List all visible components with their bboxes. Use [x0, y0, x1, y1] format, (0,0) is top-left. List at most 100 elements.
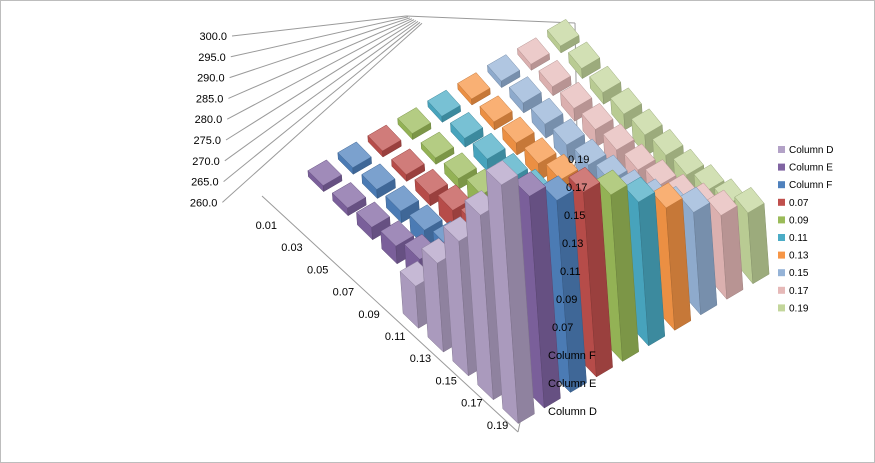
bar: [651, 182, 692, 332]
bar: [589, 65, 622, 105]
bar: [707, 189, 744, 300]
legend-label: 0.13: [789, 251, 809, 262]
gridline: [229, 17, 411, 79]
x-tick-label: 0.15: [435, 375, 456, 387]
bar: [581, 102, 615, 148]
z-tick-label: 270.0: [192, 156, 220, 168]
bar: [568, 41, 601, 80]
bar: [679, 186, 718, 316]
legend-swatch: [778, 163, 785, 171]
x-tick-label: 0.17: [461, 398, 482, 410]
z-tick-label: 285.0: [196, 93, 224, 105]
bar: [487, 54, 521, 89]
bar: [596, 169, 639, 363]
bar: [337, 141, 372, 175]
legend-swatch: [778, 286, 785, 294]
bars: [307, 18, 770, 425]
legend-label: 0.11: [789, 233, 808, 244]
legend-label: Column E: [789, 163, 833, 174]
legend-label: 0.15: [789, 268, 809, 279]
depth-tick-label: 0.11: [560, 266, 581, 278]
gridlines: [222, 15, 423, 203]
gridline: [228, 18, 413, 99]
z-tick-label: 260.0: [190, 197, 218, 209]
bar: [356, 201, 391, 241]
gridline: [225, 20, 417, 141]
legend-label: 0.19: [789, 303, 809, 314]
legend-label: 0.07: [789, 198, 809, 209]
bar: [517, 37, 550, 72]
depth-tick-label: 0.09: [556, 294, 577, 306]
depth-tick-label: Column F: [548, 350, 596, 362]
bar: [307, 159, 343, 193]
bar: [479, 95, 513, 131]
z-tick-label: 290.0: [197, 73, 225, 85]
legend-item: 0.19: [778, 303, 809, 314]
legend-item: 0.07: [778, 198, 809, 209]
legend-swatch: [778, 146, 785, 153]
bar: [385, 185, 420, 224]
legend-label: 0.09: [789, 215, 809, 226]
depth-tick-label: 0.15: [564, 210, 585, 222]
legend-item: Column E: [778, 163, 833, 174]
gridline: [231, 15, 407, 37]
z-tick-label: 275.0: [193, 135, 221, 147]
legend-label: Column F: [789, 180, 832, 191]
depth-tick-label: Column D: [548, 406, 597, 418]
legend-item: Column D: [778, 145, 833, 156]
bar: [420, 131, 455, 165]
bar: [472, 132, 507, 173]
bar: [427, 89, 461, 124]
x-tick-label: 0.01: [256, 220, 277, 232]
z-tick-label: 265.0: [191, 177, 219, 189]
bar: [546, 18, 580, 54]
bar: [501, 116, 536, 156]
bar: [450, 111, 484, 148]
depth-tick-label: 0.19: [568, 154, 589, 166]
legend-item: 0.15: [778, 268, 809, 279]
gridline: [226, 19, 415, 120]
bar: [457, 72, 491, 106]
back-wall-edge: [405, 15, 576, 24]
bar: [530, 97, 565, 139]
legend-swatch: [778, 269, 785, 277]
legend-label: 0.17: [789, 286, 809, 297]
z-tick-label: 300.0: [199, 31, 227, 43]
bar: [623, 176, 666, 347]
legend-swatch: [778, 181, 785, 189]
x-tick-label: 0.11: [385, 331, 406, 343]
legend-swatch: [778, 251, 785, 259]
depth-tick-label: 0.13: [562, 238, 583, 250]
bar: [508, 76, 543, 114]
gridline: [222, 22, 423, 203]
bar: [367, 124, 402, 158]
legend-item: 0.17: [778, 286, 809, 297]
x-tick-label: 0.13: [410, 353, 431, 365]
bar: [485, 160, 535, 425]
x-tick-label: 0.03: [281, 242, 302, 254]
legend-item: 0.11: [778, 233, 808, 244]
depth-tick-label: Column E: [548, 378, 596, 390]
legend-swatch: [778, 304, 785, 312]
legend: Column D Column E Column F 0.07 0.09 0.11 0.13…: [778, 145, 833, 314]
x-tick-label: 0.19: [487, 420, 508, 432]
legend-swatch: [778, 198, 785, 206]
legend-item: 0.13: [778, 251, 809, 262]
bar: [560, 81, 593, 122]
legend-swatch: [778, 216, 785, 224]
bar: [538, 59, 572, 97]
gridline: [223, 21, 421, 182]
z-tick-label: 295.0: [198, 52, 226, 64]
legend-label: Column D: [789, 145, 833, 156]
bar: [734, 186, 770, 285]
bar: [361, 163, 396, 200]
x-tick-label: 0.09: [358, 309, 379, 321]
gridline: [224, 20, 419, 162]
bar: [391, 148, 426, 183]
depth-tick-label: 0.17: [566, 182, 587, 194]
floor-edge: [261, 195, 519, 433]
z-tick-label: 280.0: [195, 114, 223, 126]
bar: [610, 87, 643, 131]
axis-labels: 300.0 295.0 290.0 285.0 280.0 275.0 270.0 265.0…: [190, 31, 597, 432]
